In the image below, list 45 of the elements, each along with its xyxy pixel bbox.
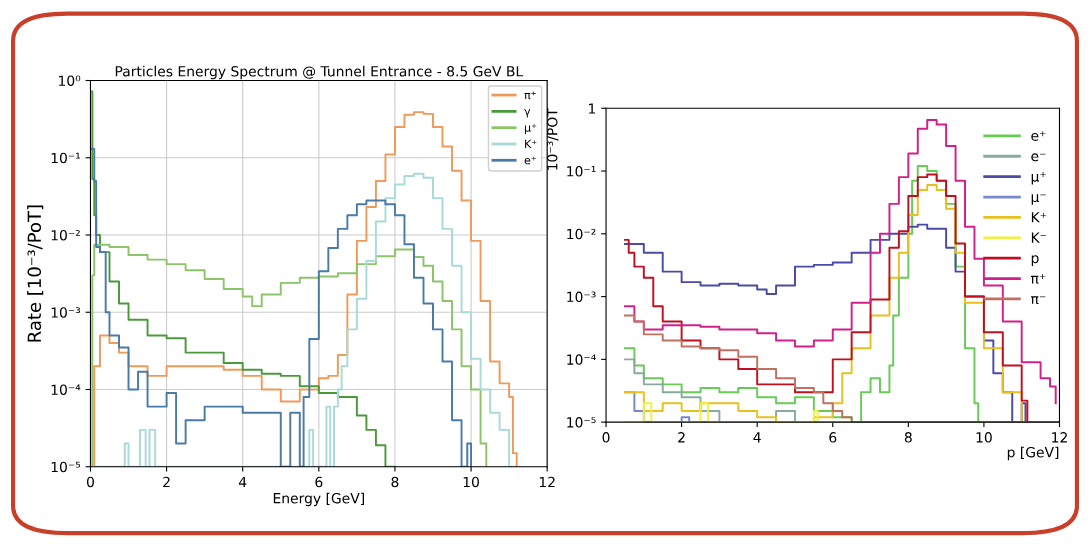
legend-label: γ — [524, 109, 531, 118]
y-tick-label: 10⁻³ — [51, 307, 81, 318]
legend-label: μ⁺ — [524, 124, 537, 134]
y-tick-label: 10⁻⁴ — [567, 354, 596, 365]
legend-label: K⁺ — [525, 139, 537, 148]
y-tick-label: 10⁻³ — [567, 291, 596, 303]
x-tick-label: 12 — [1052, 432, 1067, 443]
x-tick-label: 10 — [463, 476, 479, 488]
chart-title: Particles Energy Spectrum @ Tunnel Entrance - 8.5 GeV BL — [115, 65, 524, 80]
y-tick-label: 10⁻² — [567, 228, 596, 240]
y-tick-label: 10⁻² — [51, 229, 80, 241]
x-tick-label: 2 — [678, 432, 685, 443]
x-tick-label: 4 — [753, 432, 761, 443]
legend-label: π⁺ — [1031, 274, 1046, 284]
y-tick-label: 10⁻¹ — [51, 152, 80, 164]
x-tick-label: 6 — [315, 476, 323, 488]
x-axis-title: p [GeV] — [1007, 446, 1059, 461]
legend-label: e⁻ — [1031, 153, 1046, 162]
y-tick-label: 10⁰ — [59, 75, 81, 86]
legend-label: e⁺ — [1031, 131, 1046, 141]
x-tick-label: 12 — [539, 476, 555, 488]
x-tick-label: 4 — [238, 476, 247, 488]
x-tick-label: 8 — [904, 432, 912, 443]
y-tick-label: 10⁻¹ — [567, 166, 596, 177]
y-axis-title: Rate [10⁻³/PoT] — [27, 205, 44, 342]
x-tick-label: 0 — [86, 476, 94, 488]
legend-label: π⁺ — [524, 91, 536, 100]
x-tick-label: 8 — [391, 476, 399, 488]
legend-label: K⁺ — [1031, 212, 1047, 223]
legend-label: π⁻ — [1031, 296, 1046, 305]
x-tick-label: 2 — [163, 476, 170, 488]
y-axis-title: 10⁻³/POT — [546, 108, 559, 170]
x-tick-label: 6 — [829, 432, 837, 443]
legend-label: K⁻ — [1031, 232, 1047, 243]
y-tick-label: 10⁻⁵ — [51, 461, 81, 473]
x-tick-label: 0 — [602, 432, 610, 443]
x-tick-label: 10 — [976, 432, 992, 443]
legend-label: e⁺ — [524, 156, 536, 165]
y-tick-label: 10⁻⁴ — [51, 384, 81, 395]
x-axis-title: Energy [GeV] — [273, 492, 364, 507]
legend-label: μ⁻ — [1031, 194, 1046, 205]
y-tick-label: 10⁻⁵ — [567, 417, 596, 428]
y-tick-label: 1 — [589, 103, 596, 114]
legend-label: μ⁺ — [1031, 172, 1046, 185]
legend-label: p — [1031, 255, 1039, 266]
